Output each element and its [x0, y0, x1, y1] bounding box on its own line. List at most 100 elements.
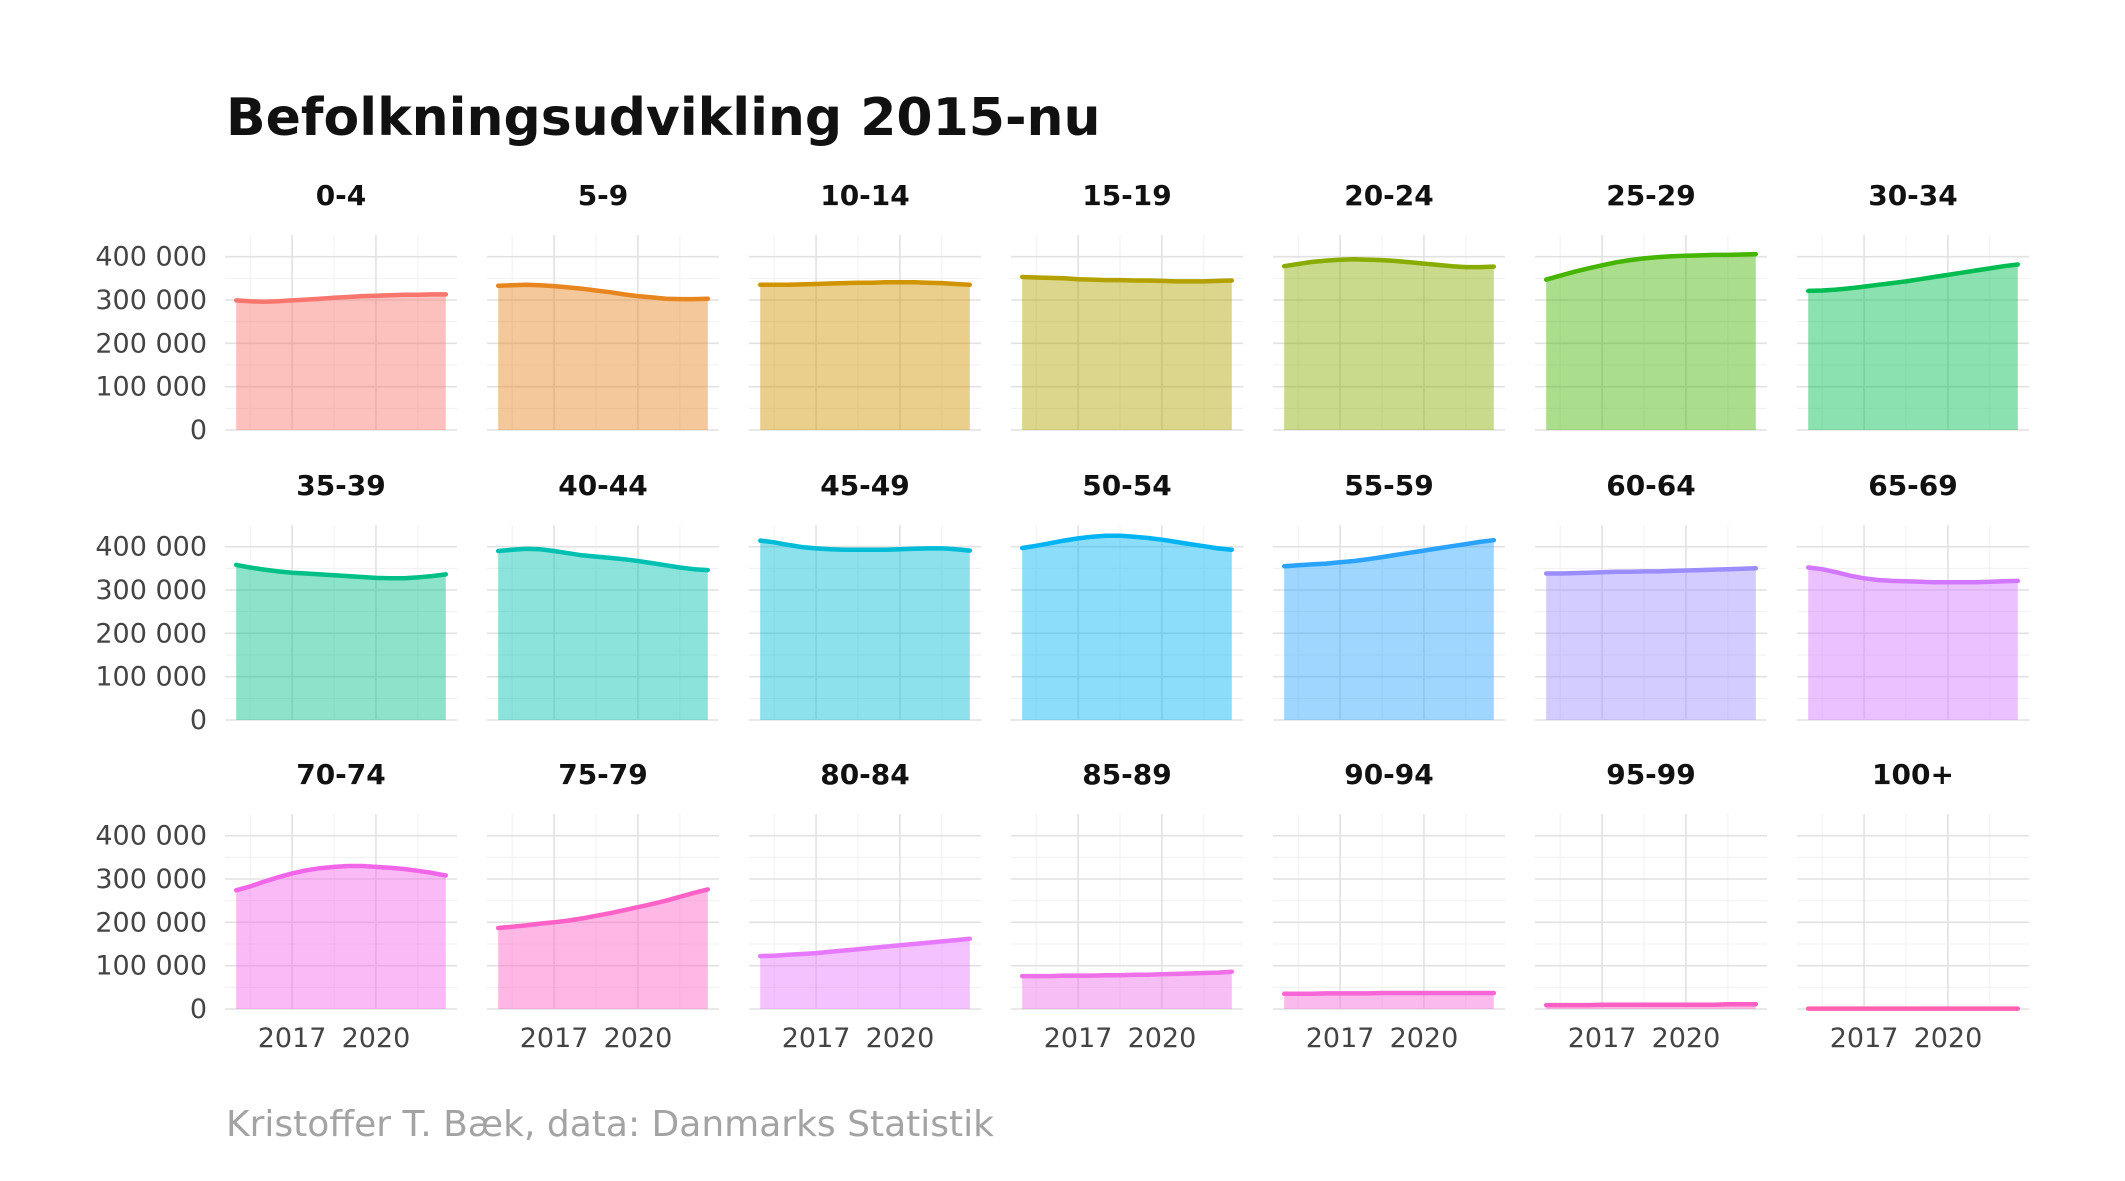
- x-tick-label: 2020: [1652, 1023, 1721, 1054]
- x-tick-label: 2017: [1306, 1023, 1375, 1054]
- facet-55-59: 55-59: [1273, 469, 1505, 721]
- facet-20-24: 20-24: [1273, 179, 1505, 431]
- facet-70-74: 70-74 0 100 000 200 000 300 000 400 000 2017 20…: [95, 758, 457, 1054]
- facet-label: 35-39: [296, 469, 386, 502]
- line-0-4: [233, 292, 449, 304]
- area-45-49: [760, 540, 970, 720]
- chart-title: Befolkningsudvikling 2015-nu: [226, 88, 1101, 148]
- y-tick-label: 300 000: [95, 285, 207, 316]
- line-35-39: [233, 562, 449, 581]
- facet-45-49: 45-49: [749, 469, 981, 721]
- facet-label: 55-59: [1344, 469, 1434, 502]
- y-tick-label: 0: [190, 994, 207, 1025]
- facet-label: 0-4: [316, 179, 367, 212]
- area-40-44: [498, 548, 708, 720]
- facet-label: 90-94: [1344, 758, 1434, 791]
- area-75-79: [498, 889, 708, 1009]
- y-tick-label: 100 000: [95, 662, 207, 693]
- x-tick-label: 2017: [1568, 1023, 1637, 1054]
- facet-95-99: 95-99 2017 2020: [1535, 758, 1767, 1054]
- facet-80-84: 80-84 2017 2020: [749, 758, 981, 1054]
- facet-15-19: 15-19: [1011, 179, 1243, 431]
- y-tick-label: 100 000: [95, 951, 207, 982]
- x-tick-label: 2017: [782, 1023, 851, 1054]
- facet-90-94: 90-94 2017 2020: [1273, 758, 1505, 1054]
- line-10-14: [757, 279, 973, 288]
- x-tick-label: 2020: [866, 1023, 935, 1054]
- facet-label: 80-84: [820, 758, 910, 791]
- y-tick-label: 300 000: [95, 575, 207, 606]
- y-tick-label: 200 000: [95, 618, 207, 649]
- line-85-89: [1019, 969, 1235, 979]
- x-tick-label: 2017: [258, 1023, 327, 1054]
- area-90-94: [1284, 993, 1494, 1009]
- y-tick-label: 300 000: [95, 864, 207, 895]
- area-5-9: [498, 284, 708, 430]
- area-65-69: [1808, 567, 2018, 720]
- line-25-29: [1543, 251, 1759, 282]
- x-tick-label: 2017: [520, 1023, 589, 1054]
- y-tick-label: 400 000: [95, 821, 207, 852]
- facet-label: 20-24: [1344, 179, 1434, 212]
- area-80-84: [760, 938, 970, 1009]
- y-tick-label: 400 000: [95, 532, 207, 563]
- x-tick-label: 2020: [1390, 1023, 1459, 1054]
- area-20-24: [1284, 259, 1494, 430]
- facet-100-plus: 100+ 2017 2020: [1797, 758, 2029, 1054]
- area-70-74: [236, 866, 446, 1009]
- facet-label: 45-49: [820, 469, 910, 502]
- x-tick-label: 2020: [1914, 1023, 1983, 1054]
- line-80-84: [757, 936, 973, 959]
- area-55-59: [1284, 540, 1494, 720]
- facet-25-29: 25-29: [1535, 179, 1767, 431]
- facet-0-4: 0-4 0 100 000 200 000 300 000 400 000: [95, 179, 457, 446]
- y-tick-label: 200 000: [95, 328, 207, 359]
- facet-30-34: 30-34: [1797, 179, 2029, 431]
- line-40-44: [495, 546, 711, 573]
- x-tick-label: 2020: [604, 1023, 673, 1054]
- line-65-69: [1805, 565, 2021, 585]
- area-10-14: [760, 282, 970, 430]
- x-tick-label: 2017: [1830, 1023, 1899, 1054]
- facet-label: 15-19: [1082, 179, 1172, 212]
- line-5-9: [495, 282, 711, 302]
- line-75-79: [495, 887, 711, 931]
- line-55-59: [1281, 537, 1497, 569]
- facet-40-44: 40-44: [487, 469, 719, 721]
- facet-label: 40-44: [558, 469, 648, 502]
- facet-10-14: 10-14: [749, 179, 981, 431]
- facet-50-54: 50-54: [1011, 469, 1243, 721]
- y-tick-label: 400 000: [95, 242, 207, 273]
- line-70-74: [233, 863, 449, 893]
- y-tick-label: 200 000: [95, 907, 207, 938]
- x-tick-label: 2020: [1128, 1023, 1197, 1054]
- y-tick-label: 100 000: [95, 372, 207, 403]
- chart-caption: Kristoffer T. Bæk, data: Danmarks Statis…: [226, 1104, 994, 1145]
- area-50-54: [1022, 535, 1232, 720]
- y-tick-label: 0: [190, 415, 207, 446]
- area-25-29: [1546, 254, 1756, 430]
- area-30-34: [1808, 264, 2018, 430]
- facet-label: 30-34: [1868, 179, 1958, 212]
- facet-85-89: 85-89 2017 2020: [1011, 758, 1243, 1054]
- facet-65-69: 65-69: [1797, 469, 2029, 721]
- area-0-4: [236, 294, 446, 430]
- line-90-94: [1281, 990, 1497, 997]
- facet-label: 25-29: [1606, 179, 1696, 212]
- facet-label: 100+: [1872, 758, 1954, 791]
- line-30-34: [1805, 262, 2021, 294]
- facet-label: 85-89: [1082, 758, 1172, 791]
- line-60-64: [1543, 566, 1759, 576]
- x-tick-label: 2017: [1044, 1023, 1113, 1054]
- facet-label: 75-79: [558, 758, 648, 791]
- facet-label: 60-64: [1606, 469, 1696, 502]
- line-50-54: [1019, 533, 1235, 552]
- line-45-49: [757, 538, 973, 553]
- facet-panels: 0-4 0 100 000 200 000 300 000 400 000 5-9 10-14…: [95, 179, 2029, 1054]
- area-35-39: [236, 564, 446, 720]
- x-tick-label: 2020: [342, 1023, 411, 1054]
- facet-35-39: 35-39 0 100 000 200 000 300 000 400 000: [95, 469, 457, 736]
- facet-label: 65-69: [1868, 469, 1958, 502]
- facet-60-64: 60-64: [1535, 469, 1767, 721]
